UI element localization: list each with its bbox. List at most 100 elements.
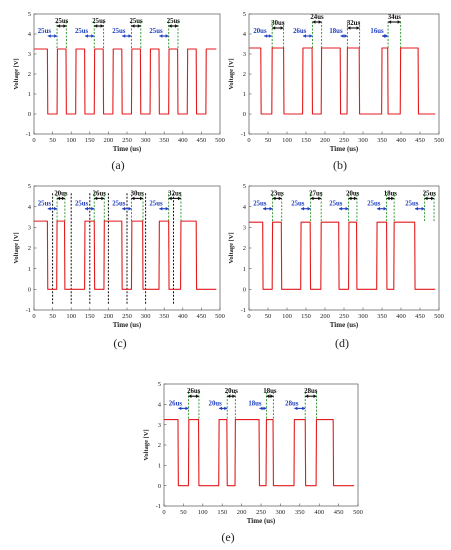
x-tick-label-a: 450 (197, 137, 207, 144)
annotation-label-a: 25us (149, 28, 163, 35)
series-line-d (249, 221, 436, 290)
annotation-arrowhead-a (100, 24, 104, 28)
x-tick-label-a: 400 (178, 137, 188, 144)
annotation-arrowhead-c (91, 206, 95, 211)
x-tick-label-e: 250 (256, 509, 266, 516)
annotation-label-d: 18us (384, 190, 398, 197)
annotation-label-e: 26us (169, 400, 183, 407)
x-tick-label-e: 300 (276, 509, 286, 516)
x-tick-label-e: 0 (162, 509, 165, 516)
y-axis-label-a: Voltage [V] (13, 58, 20, 89)
annotation-arrowhead-e (313, 394, 317, 398)
annotation-arrowhead-a (128, 34, 132, 38)
annotation-label-d: 27us (309, 190, 323, 197)
annotation-arrowhead-b (385, 34, 389, 38)
annotation-arrowhead-d (278, 196, 282, 201)
annotation-label-a: 25us (38, 28, 52, 35)
annotation-arrowhead-e (305, 394, 309, 398)
annotation-arrowhead-a (137, 24, 141, 28)
x-tick-label-c: 150 (85, 313, 95, 320)
annotation-label-c: 32us (168, 190, 182, 197)
annotation-arrowhead-b (347, 26, 351, 30)
series-line-a (34, 48, 217, 115)
annotation-label-d: 25us (253, 201, 267, 208)
series-line-e (164, 419, 355, 487)
chart-d: 0 50 100 150 200 250 300 350 400 450 500-1012345Ti… (228, 183, 444, 329)
annotation-arrowhead-e (185, 406, 189, 411)
x-tick-label-a: 50 (49, 137, 56, 144)
annotation-arrowhead-d (301, 206, 305, 211)
annotation-label-a: 25us (112, 28, 126, 35)
annotation-arrowhead-c (57, 196, 61, 201)
x-axis-label-a: Time (us) (113, 145, 142, 153)
annotation-label-b: 16us (370, 28, 384, 35)
annotation-arrowhead-e (294, 406, 298, 411)
series-line-c (34, 220, 217, 290)
x-axis-label-e: Time (us) (247, 517, 276, 525)
x-tick-label-d: 200 (320, 313, 330, 320)
annotation-arrowhead-e (263, 406, 267, 411)
y-tick-label-d: 3 (243, 225, 246, 232)
plot-frame-a (33, 13, 221, 135)
x-tick-label-c: 400 (178, 313, 188, 320)
annotation-label-b: 24us (310, 14, 324, 21)
annotation-arrowhead-d (345, 206, 349, 211)
annotation-arrowhead-b (382, 34, 385, 38)
annotation-label-c: 26us (93, 190, 107, 197)
y-tick-label-e: 5 (158, 381, 161, 388)
annotation-arrowhead-c (122, 206, 126, 211)
x-tick-label-b: 450 (415, 137, 425, 144)
chart-a: 0 50 100 150 200 250 300 350 400 450 500-1012345Ti… (13, 11, 225, 153)
x-tick-label-b: 250 (339, 137, 349, 144)
y-axis-label-d: Voltage [V] (228, 232, 235, 263)
annotation-arrowhead-d (421, 206, 425, 211)
annotation-arrowhead-c (84, 206, 88, 211)
annotation-label-e: 20us (209, 400, 223, 407)
annotation-arrowhead-a (91, 34, 95, 38)
y-tick-label-e: 1 (158, 463, 161, 470)
x-tick-label-a: 500 (215, 137, 225, 144)
y-tick-label-b: 0 (243, 111, 246, 118)
x-axis-label-d: Time (us) (330, 321, 359, 329)
annotation-label-d: 25us (423, 190, 437, 197)
x-tick-label-c: 350 (159, 313, 169, 320)
caption-b: (b) (333, 158, 347, 172)
annotation-arrowhead-e (195, 394, 199, 398)
annotation-arrowhead-d (318, 196, 322, 201)
annotation-arrowhead-e (224, 406, 228, 411)
plot-frame-b (248, 13, 440, 135)
x-tick-label-d: 450 (415, 313, 425, 320)
y-tick-label-d: 0 (243, 287, 246, 294)
annotation-arrowhead-d (383, 206, 387, 211)
y-tick-label-a: 4 (28, 31, 32, 38)
annotation-arrowhead-b (312, 20, 316, 24)
y-tick-label-e: 3 (158, 422, 161, 429)
annotation-label-c: 25us (112, 201, 126, 208)
annotation-arrowhead-a (174, 24, 178, 28)
x-tick-label-b: 100 (282, 137, 292, 144)
annotation-arrowhead-d (431, 196, 435, 201)
chart-c: 0 50 100 150 200 250 300 350 400 450 500-1012345Ti… (13, 183, 225, 329)
annotation-arrowhead-c (168, 196, 172, 201)
annotation-arrowhead-d (348, 196, 352, 201)
x-tick-label-b: 0 (247, 137, 250, 144)
x-tick-label-c: 500 (215, 313, 225, 320)
annotation-label-d: 23us (271, 190, 285, 197)
panel-e: 0 50 100 150 200 250 300 350 400 450 500 -1 0 1 2 3 4 5 Ti… (140, 378, 366, 528)
y-tick-label-c: 3 (28, 225, 31, 232)
y-tick-label-e: 0 (158, 483, 161, 490)
x-tick-label-d: 400 (396, 313, 406, 320)
annotation-label-c: 25us (149, 201, 163, 208)
annotation-label-b: 34us (388, 14, 402, 21)
annotation-arrowhead-b (344, 34, 348, 38)
panel-a: 0 50 100 150 200 250 300 350 400 450 500 -1 0 1 2 3 4 5 Ti… (10, 8, 228, 156)
panel-c: 0 50 100 150 200 250 300 350 400 450 500 -1 0 1 2 3 4 5 Ti… (10, 180, 228, 332)
annotation-label-c: 25us (38, 201, 52, 208)
annotation-arrowhead-e (188, 394, 192, 398)
annotation-arrowhead-c (61, 196, 65, 201)
annotation-arrowhead-a (94, 24, 98, 28)
x-tick-label-b: 50 (265, 137, 272, 144)
annotation-label-a: 25us (75, 28, 89, 35)
y-axis-label-c: Voltage [V] (13, 232, 20, 263)
annotation-arrowhead-d (415, 206, 419, 211)
